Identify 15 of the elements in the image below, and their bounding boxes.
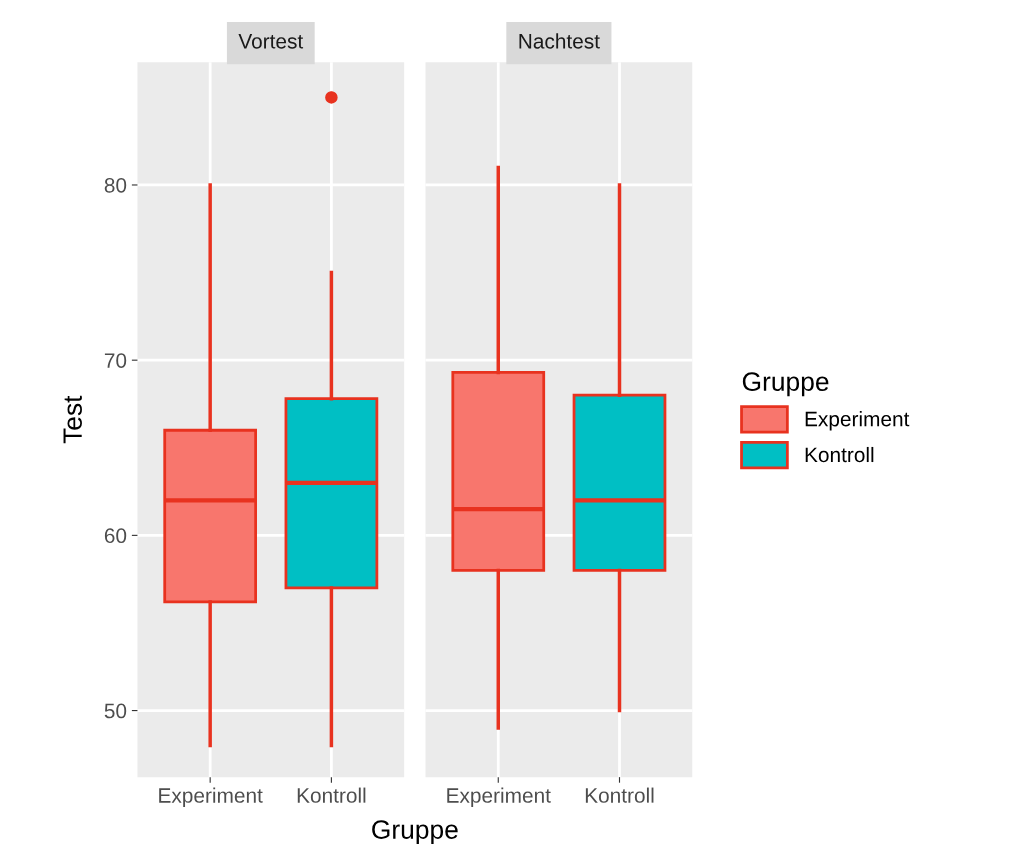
chart-title: Vortest: [238, 34, 304, 49]
y-axis-title: Test: [63, 395, 82, 444]
legend-label: Kontroll: [805, 446, 874, 463]
y-tick-label: 50: [104, 703, 127, 719]
x-tick-label: Kontroll: [297, 787, 366, 803]
x-tick-label: Kontroll: [585, 787, 654, 803]
y-tick-label: 60: [104, 528, 127, 544]
legend-label: Experiment: [805, 411, 910, 431]
chart-title: Nachtest: [519, 33, 600, 49]
y-tick-label: 80: [104, 177, 127, 193]
x-axis-title: Gruppe: [372, 820, 458, 845]
x-tick-label: Experiment: [159, 787, 263, 807]
x-tick-label: Experiment: [447, 787, 551, 807]
y-tick-label: 70: [104, 353, 127, 368]
legend-title: Gruppe: [742, 372, 829, 397]
